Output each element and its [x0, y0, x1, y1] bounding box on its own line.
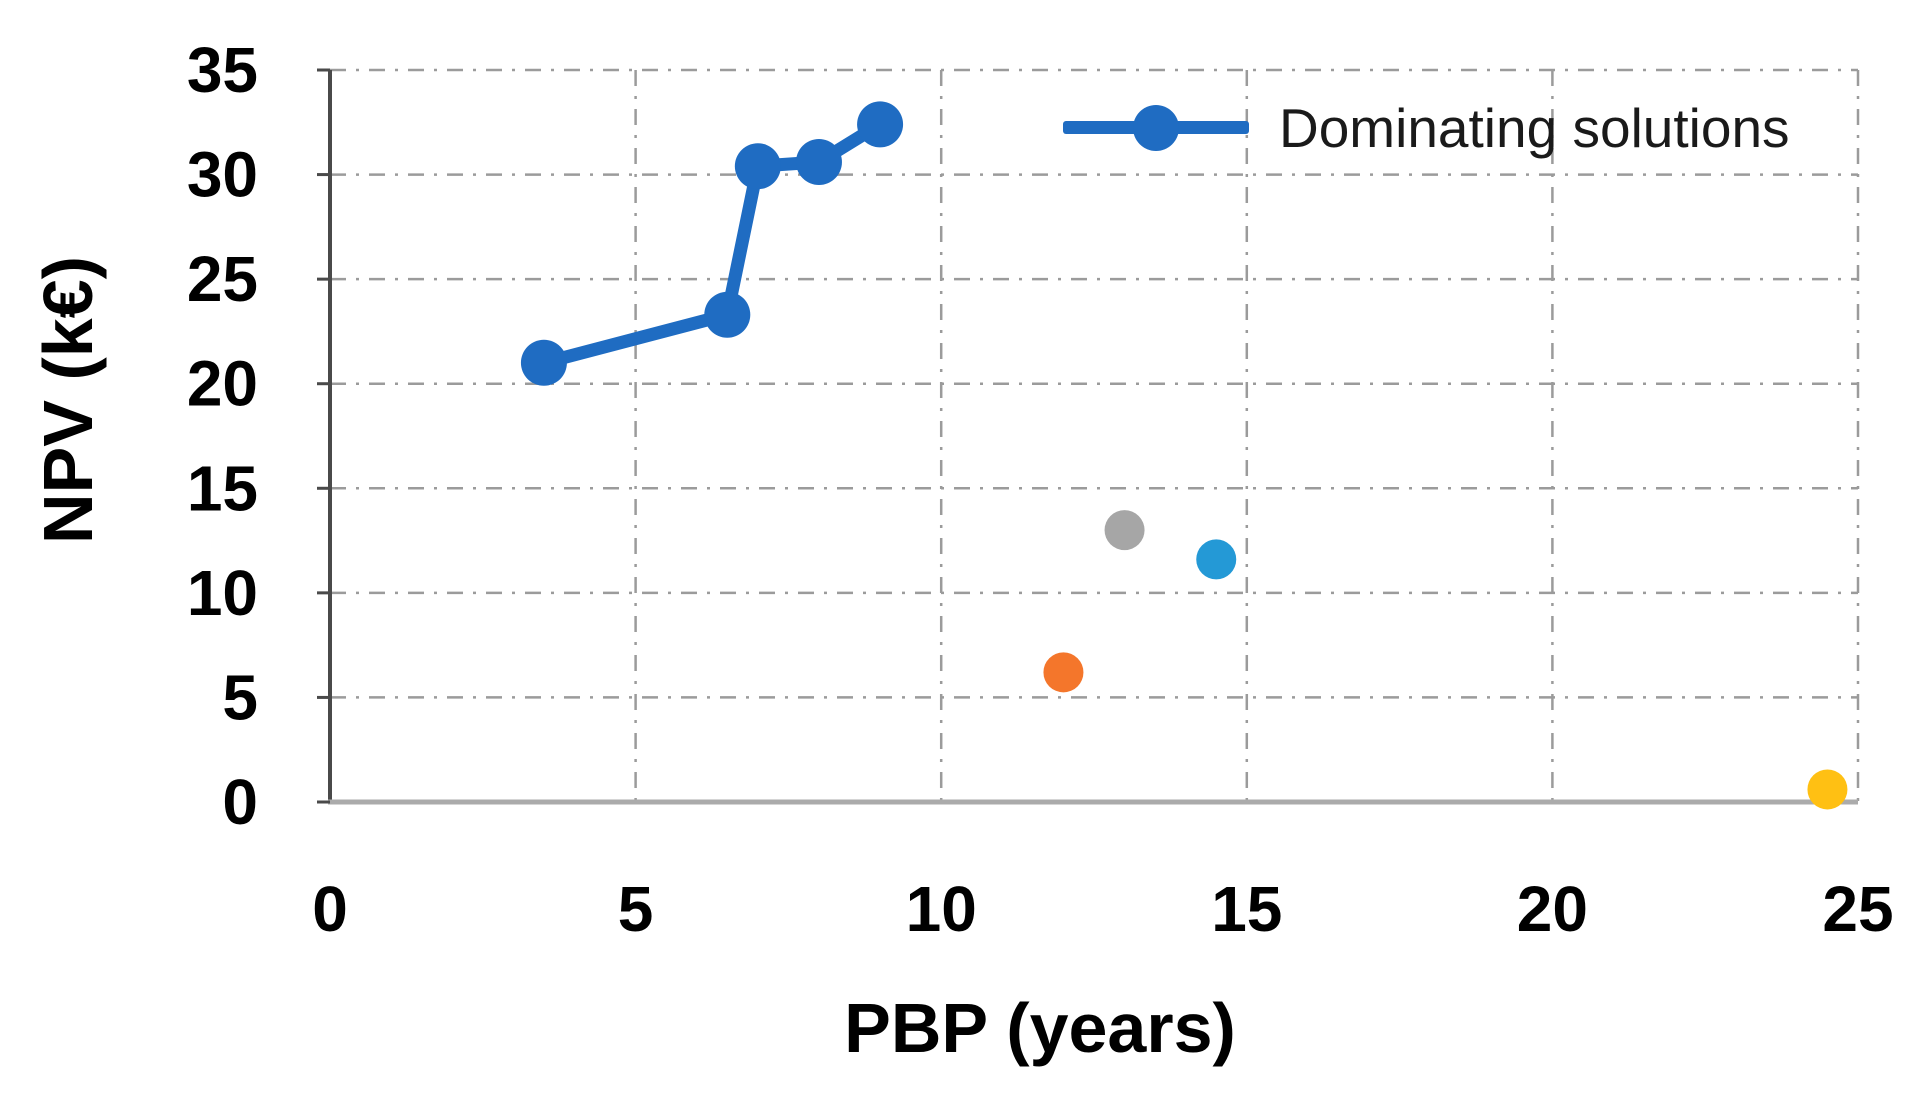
y-tick-label-0: 0 — [222, 766, 258, 838]
point-dominating-solutions-1 — [704, 291, 751, 338]
y-tick-label-5: 5 — [222, 661, 258, 733]
x-axis-title: PBP (years) — [844, 989, 1236, 1067]
y-tick-label-15: 15 — [187, 452, 258, 524]
point-solution-orange-0 — [1043, 652, 1084, 693]
point-dominating-solutions-0 — [520, 339, 567, 386]
y-tick-label-25: 25 — [187, 243, 258, 315]
x-tick-label-5: 5 — [618, 873, 654, 945]
x-tick-label-25: 25 — [1822, 873, 1893, 945]
point-solution-lightblue-0 — [1196, 539, 1237, 580]
legend-dot-icon — [1133, 105, 1179, 151]
legend-label: Dominating solutions — [1279, 96, 1790, 159]
legend: Dominating solutions — [1063, 100, 1790, 156]
y-axis-title: NPV (k€) — [29, 256, 107, 544]
x-tick-label-15: 15 — [1211, 873, 1282, 945]
legend-line-marker-icon — [1063, 105, 1249, 151]
y-tick-label-35: 35 — [187, 34, 258, 106]
point-dominating-solutions-3 — [795, 139, 842, 186]
point-dominating-solutions-2 — [734, 143, 781, 190]
point-solution-gray-0 — [1104, 510, 1145, 551]
x-tick-label-0: 0 — [312, 873, 348, 945]
x-tick-label-10: 10 — [906, 873, 977, 945]
y-tick-label-30: 30 — [187, 139, 258, 211]
point-solution-yellow-0 — [1807, 769, 1848, 810]
y-tick-label-20: 20 — [187, 348, 258, 420]
y-tick-label-10: 10 — [187, 557, 258, 629]
x-tick-label-20: 20 — [1517, 873, 1588, 945]
point-dominating-solutions-4 — [857, 101, 904, 148]
